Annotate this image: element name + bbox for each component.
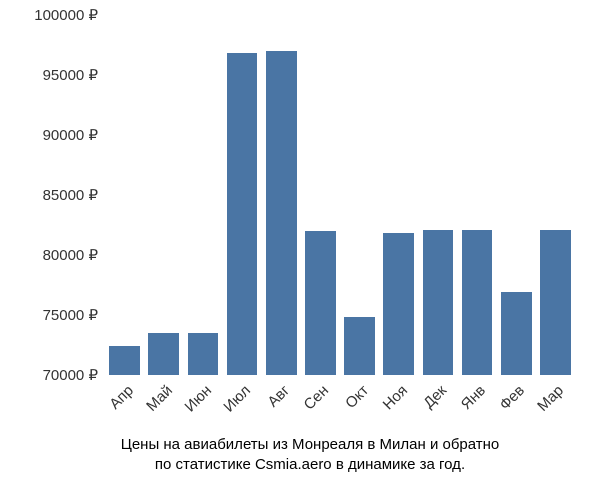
bar bbox=[344, 317, 375, 375]
bar bbox=[227, 53, 258, 375]
y-tick-label: 80000 ₽ bbox=[8, 246, 98, 264]
y-tick-label: 85000 ₽ bbox=[8, 186, 98, 204]
caption-line-2: по статистике Csmia.aero в динамике за г… bbox=[155, 456, 465, 473]
x-tick-label: Мар bbox=[535, 382, 568, 415]
plot-area bbox=[105, 15, 575, 375]
y-tick-label: 75000 ₽ bbox=[8, 306, 98, 324]
x-tick-label: Ноя bbox=[379, 382, 410, 413]
x-tick-label: Июн bbox=[181, 382, 214, 415]
bar bbox=[305, 231, 336, 375]
bar bbox=[383, 233, 414, 375]
y-tick-label: 100000 ₽ bbox=[8, 6, 98, 24]
bar bbox=[188, 333, 219, 375]
bars-container bbox=[105, 15, 575, 375]
bar bbox=[462, 230, 493, 375]
x-tick-label: Окт bbox=[342, 382, 372, 412]
y-tick-label: 70000 ₽ bbox=[8, 366, 98, 384]
chart-caption: Цены на авиабилеты из Монреаля в Милан и… bbox=[50, 435, 570, 476]
x-tick-label: Янв bbox=[458, 382, 489, 413]
x-tick-label: Июл bbox=[221, 382, 255, 416]
x-tick-label: Авг bbox=[265, 382, 294, 411]
y-tick-label: 90000 ₽ bbox=[8, 126, 98, 144]
x-tick-label: Май bbox=[143, 382, 176, 415]
y-tick-label: 95000 ₽ bbox=[8, 66, 98, 84]
bar bbox=[148, 333, 179, 375]
x-tick-label: Фев bbox=[497, 382, 529, 414]
x-tick-label: Дек bbox=[420, 382, 450, 412]
caption-line-1: Цены на авиабилеты из Монреаля в Милан и… bbox=[121, 436, 500, 453]
bar bbox=[109, 346, 140, 375]
x-tick-label: Апр bbox=[106, 382, 137, 413]
price-bar-chart: 70000 ₽ 75000 ₽ 80000 ₽ 85000 ₽ 90000 ₽ 95000… bbox=[0, 0, 600, 500]
bar bbox=[501, 292, 532, 375]
bar bbox=[540, 230, 571, 375]
bar bbox=[266, 51, 297, 375]
x-tick-label: Сен bbox=[301, 382, 332, 413]
bar bbox=[423, 230, 454, 375]
